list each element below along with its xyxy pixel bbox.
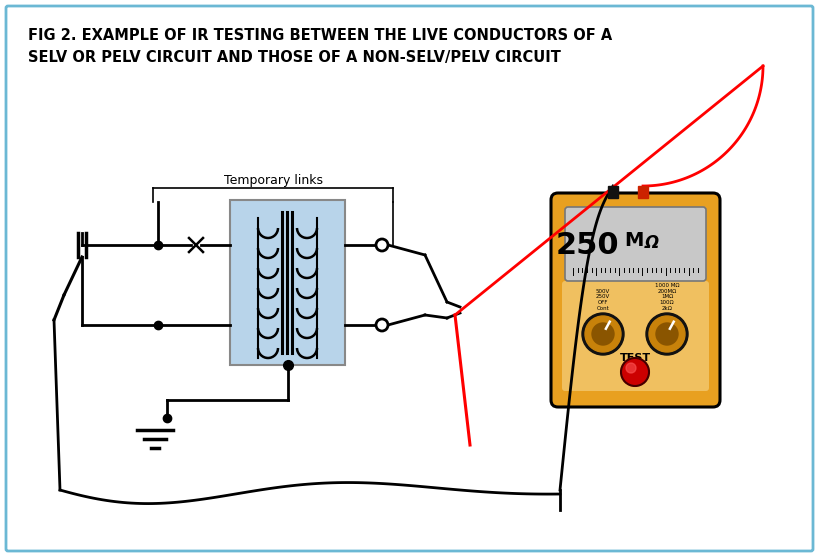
Bar bbox=[638, 186, 648, 198]
Text: 1000 MΩ
200MΩ
1MΩ
100Ω
2kΩ: 1000 MΩ 200MΩ 1MΩ 100Ω 2kΩ bbox=[654, 283, 679, 311]
Text: 250: 250 bbox=[555, 231, 619, 260]
Circle shape bbox=[582, 313, 624, 355]
Text: 500V
250V
OFF
Cont: 500V 250V OFF Cont bbox=[596, 289, 610, 311]
FancyBboxPatch shape bbox=[565, 207, 706, 281]
Circle shape bbox=[585, 316, 621, 352]
Circle shape bbox=[626, 363, 636, 373]
Circle shape bbox=[656, 323, 678, 345]
Text: M: M bbox=[625, 231, 644, 250]
FancyBboxPatch shape bbox=[230, 200, 345, 365]
Text: FIG 2. EXAMPLE OF IR TESTING BETWEEN THE LIVE CONDUCTORS OF A: FIG 2. EXAMPLE OF IR TESTING BETWEEN THE… bbox=[28, 28, 613, 43]
Circle shape bbox=[646, 313, 688, 355]
Text: TEST: TEST bbox=[619, 353, 650, 363]
Circle shape bbox=[621, 358, 649, 386]
Text: Temporary links: Temporary links bbox=[224, 174, 323, 187]
FancyBboxPatch shape bbox=[562, 281, 709, 391]
Circle shape bbox=[592, 323, 614, 345]
Text: Ω: Ω bbox=[645, 233, 659, 252]
Text: SELV OR PELV CIRCUIT AND THOSE OF A NON-SELV/PELV CIRCUIT: SELV OR PELV CIRCUIT AND THOSE OF A NON-… bbox=[28, 50, 561, 65]
FancyBboxPatch shape bbox=[6, 6, 813, 551]
Circle shape bbox=[376, 239, 388, 251]
Circle shape bbox=[649, 316, 685, 352]
Circle shape bbox=[376, 319, 388, 331]
Bar bbox=[608, 186, 618, 198]
FancyBboxPatch shape bbox=[551, 193, 720, 407]
